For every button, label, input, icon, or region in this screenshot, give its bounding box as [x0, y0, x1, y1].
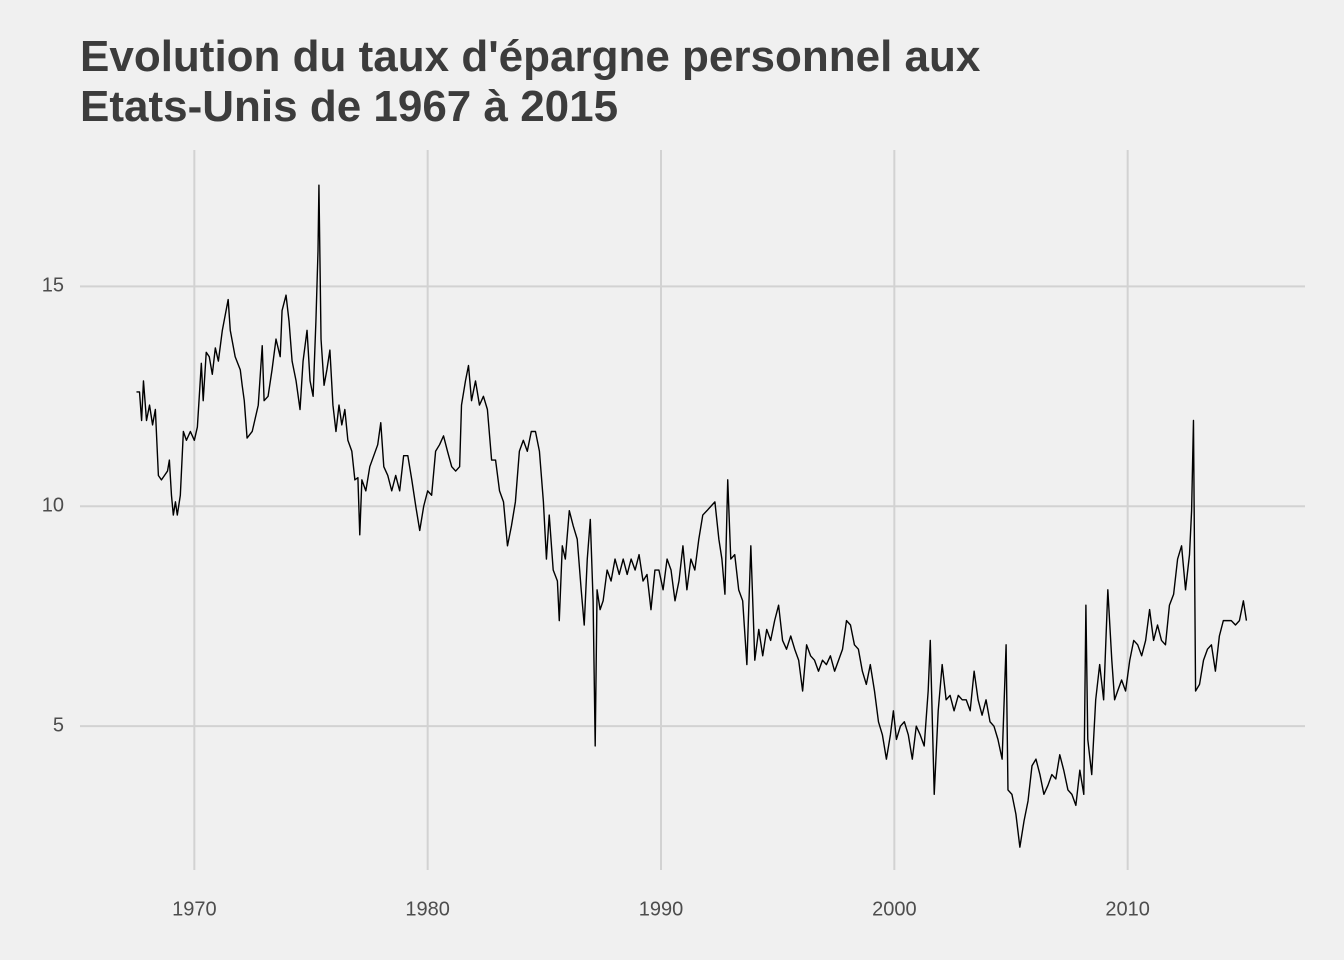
y-tick-label: 5 — [53, 714, 64, 736]
y-tick-label: 10 — [42, 495, 64, 517]
x-tick-label: 2010 — [1105, 898, 1150, 920]
x-tick-label: 2000 — [872, 898, 917, 920]
chart-title: Evolution du taux d'épargne personnel au… — [80, 32, 981, 131]
x-tick-label: 1980 — [405, 898, 450, 920]
x-tick-label: 1970 — [172, 898, 217, 920]
y-tick-label: 15 — [42, 275, 64, 297]
x-tick-label: 1990 — [639, 898, 684, 920]
line — [136, 184, 1248, 848]
